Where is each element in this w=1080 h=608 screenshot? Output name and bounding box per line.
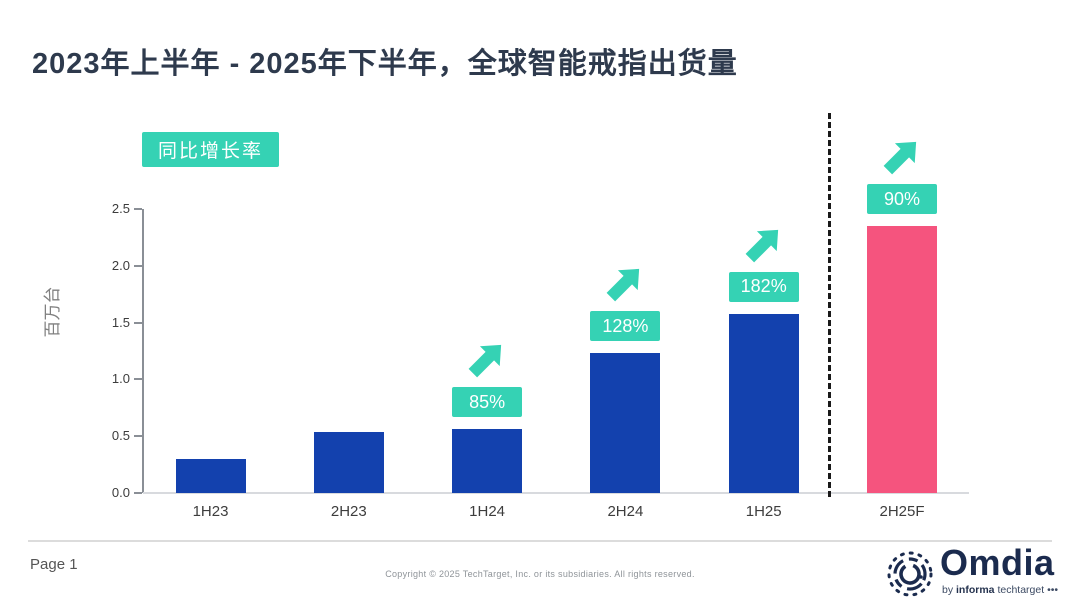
category-label-1H25: 1H25	[745, 503, 782, 520]
omdia-logo: Omdia by informa techtarget •••	[886, 542, 1059, 602]
y-tick-mark	[134, 264, 142, 267]
bar-2H24	[590, 353, 661, 493]
category-label-2H25F: 2H25F	[879, 503, 925, 520]
y-tick-label: 0.0	[111, 485, 130, 500]
y-tick-mark	[134, 435, 142, 438]
growth-arrow-icon-2H24	[601, 259, 649, 307]
category-label-1H23: 1H23	[192, 503, 229, 520]
omdia-byline: by informa techtarget •••	[942, 584, 1059, 596]
growth-label-2H25F: 90%	[867, 184, 937, 215]
y-tick-mark	[134, 492, 142, 494]
forecast-separator-line	[828, 113, 831, 497]
bar-2H23	[313, 431, 384, 493]
y-tick-mark	[134, 378, 142, 381]
omdia-wordmark: Omdia	[940, 542, 1055, 583]
omdia-logo-icon	[887, 551, 933, 597]
y-tick-label: 2.5	[111, 201, 130, 216]
growth-arrow-icon-1H25	[740, 220, 788, 268]
growth-arrow-icon-1H24	[463, 335, 511, 383]
yoy-growth-legend: 同比增长率	[142, 132, 279, 167]
yoy-growth-legend-label: 同比增长率	[157, 141, 263, 162]
y-tick-mark	[134, 208, 142, 210]
y-tick-label: 1.5	[111, 314, 130, 330]
growth-label-1H24: 85%	[452, 387, 523, 418]
page-number: Page 1	[30, 556, 78, 573]
category-label-2H24: 2H24	[607, 503, 644, 520]
bar-2H25F	[867, 226, 937, 493]
growth-arrow-icon-2H25F	[878, 132, 926, 180]
footer-divider	[28, 540, 1052, 542]
y-axis-line	[142, 209, 144, 493]
y-axis-title: 百万台	[42, 286, 62, 338]
y-tick-mark	[134, 321, 142, 324]
bar-1H23	[175, 458, 246, 493]
category-label-1H24: 1H24	[469, 503, 506, 520]
y-tick-label: 2.0	[111, 257, 130, 273]
x-axis-baseline	[143, 492, 969, 494]
page-title: 2023年上半年 - 2025年下半年，全球智能戒指出货量	[32, 48, 738, 80]
bar-1H24	[452, 429, 523, 493]
copyright-text: Copyright © 2025 TechTarget, Inc. or its…	[385, 569, 695, 579]
growth-label-2H24: 128%	[590, 311, 661, 342]
growth-label-1H25: 182%	[728, 271, 799, 302]
y-tick-label: 0.5	[111, 428, 130, 444]
bar-1H25	[728, 313, 799, 493]
y-tick-label: 1.0	[111, 371, 130, 387]
category-label-2H23: 2H23	[330, 503, 367, 520]
